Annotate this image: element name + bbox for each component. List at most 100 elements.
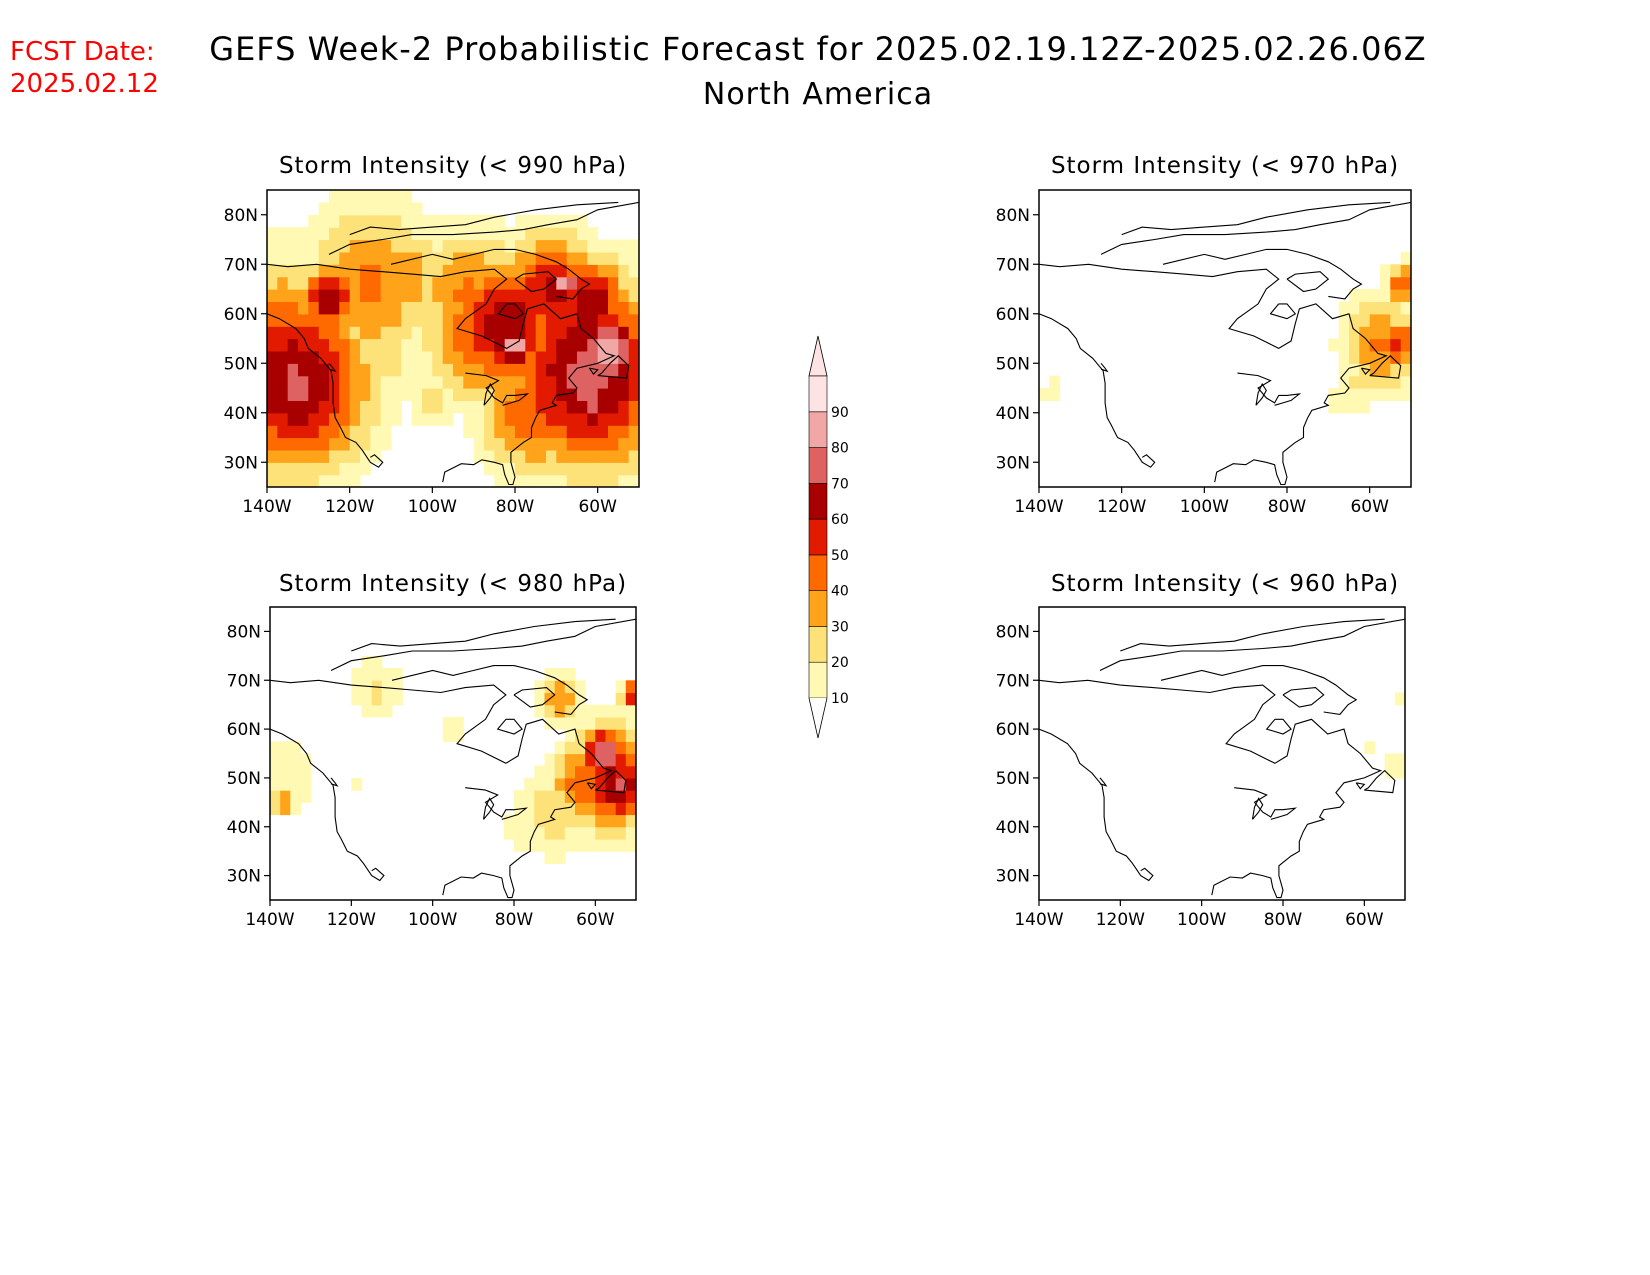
prob-cell [463, 375, 475, 389]
lon-label: 60W [576, 910, 615, 930]
prob-cell [544, 765, 556, 779]
prob-cell [280, 765, 291, 779]
prob-cell [270, 753, 281, 767]
prob-cell [546, 313, 557, 327]
prob-cell [349, 326, 361, 340]
prob-cell [484, 449, 495, 463]
prob-cell [381, 680, 393, 694]
prob-cell [1384, 753, 1396, 767]
prob-cell [442, 289, 454, 302]
lon-label: 100W [1180, 497, 1229, 517]
prob-cell [628, 474, 639, 487]
prob-cell [608, 251, 619, 265]
prob-cell [546, 214, 557, 228]
prob-cell [401, 227, 413, 241]
prob-cell [515, 227, 526, 241]
prob-cell [318, 400, 330, 414]
prob-cell [308, 276, 320, 290]
prob-cell [515, 313, 526, 327]
map-panel-p990: Storm Intensity (< 990 hPa) 80N 70N 60N 50N 4… [224, 153, 640, 517]
prob-cell [411, 202, 423, 216]
prob-cell [308, 338, 320, 352]
prob-cell [1349, 289, 1360, 302]
prob-cell [597, 363, 609, 377]
prob-cell [401, 313, 413, 327]
colorbar: 10 20 30 40 50 60 70 80 90 [808, 335, 849, 739]
prob-cell [554, 680, 566, 694]
coastline [1282, 687, 1325, 708]
prob-cell [349, 388, 361, 401]
prob-cell [625, 741, 636, 755]
prob-cell [280, 777, 291, 791]
prob-cell [473, 326, 485, 340]
prob-cell [267, 264, 278, 278]
prob-cell [515, 462, 526, 476]
prob-cell [566, 239, 578, 253]
prob-cell [411, 363, 423, 377]
prob-cell [298, 251, 309, 265]
prob-cell [1338, 338, 1350, 352]
prob-cell [575, 716, 586, 730]
prob-cell [525, 425, 537, 439]
prob-cell [628, 375, 639, 389]
prob-cell [1390, 264, 1402, 278]
colorbar-bottom-extension [808, 697, 828, 739]
prob-cell [422, 400, 433, 414]
coastline [1121, 201, 1391, 236]
prob-cell [473, 313, 485, 327]
prob-cell [411, 350, 423, 364]
prob-cell [1380, 264, 1391, 278]
prob-cell [329, 214, 340, 228]
prob-cell [370, 437, 382, 451]
prob-cell [290, 790, 302, 803]
prob-cell [546, 388, 557, 401]
prob-cell [298, 227, 309, 241]
prob-cell [575, 790, 586, 803]
lon-label: 60W [1350, 497, 1389, 517]
prob-cell [370, 289, 382, 302]
prob-cell [473, 289, 485, 302]
prob-cell [401, 251, 413, 265]
prob-cell [453, 301, 464, 315]
prob-cell [544, 826, 556, 840]
lon-label: 100W [1177, 910, 1226, 930]
prob-cell [587, 375, 599, 389]
prob-cell [442, 326, 454, 340]
prob-cell [411, 326, 423, 340]
prob-cell [534, 802, 546, 816]
prob-cell [391, 338, 402, 352]
prob-cell [349, 276, 361, 290]
prob-cell [1359, 313, 1371, 327]
prob-cell [290, 777, 302, 791]
prob-cell [1390, 301, 1402, 315]
prob-cell [270, 802, 281, 816]
prob-cell [277, 338, 289, 352]
prob-cell [349, 227, 361, 241]
prob-cell [534, 790, 546, 803]
prob-cell [360, 239, 371, 253]
lon-label: 80W [495, 910, 534, 930]
prob-cell [535, 425, 547, 439]
coastline [1099, 777, 1108, 787]
prob-cell [625, 814, 636, 828]
prob-cell [484, 239, 495, 253]
prob-cell [270, 741, 281, 755]
prob-cell [484, 375, 495, 389]
prob-cell [349, 338, 361, 352]
prob-cell [1369, 375, 1381, 389]
prob-cell [298, 425, 309, 439]
coastline [328, 362, 337, 373]
prob-cell [380, 437, 392, 451]
prob-cell [318, 375, 330, 389]
prob-cell [577, 400, 588, 414]
prob-cell [494, 437, 506, 451]
prob-cell [534, 839, 546, 852]
prob-cell [370, 239, 382, 253]
prob-cell [494, 350, 506, 364]
prob-cell [577, 375, 588, 389]
prob-cell [329, 449, 340, 463]
prob-cell [308, 474, 320, 487]
prob-cell [554, 826, 566, 840]
prob-cell [1380, 301, 1391, 315]
prob-cell [618, 437, 630, 451]
